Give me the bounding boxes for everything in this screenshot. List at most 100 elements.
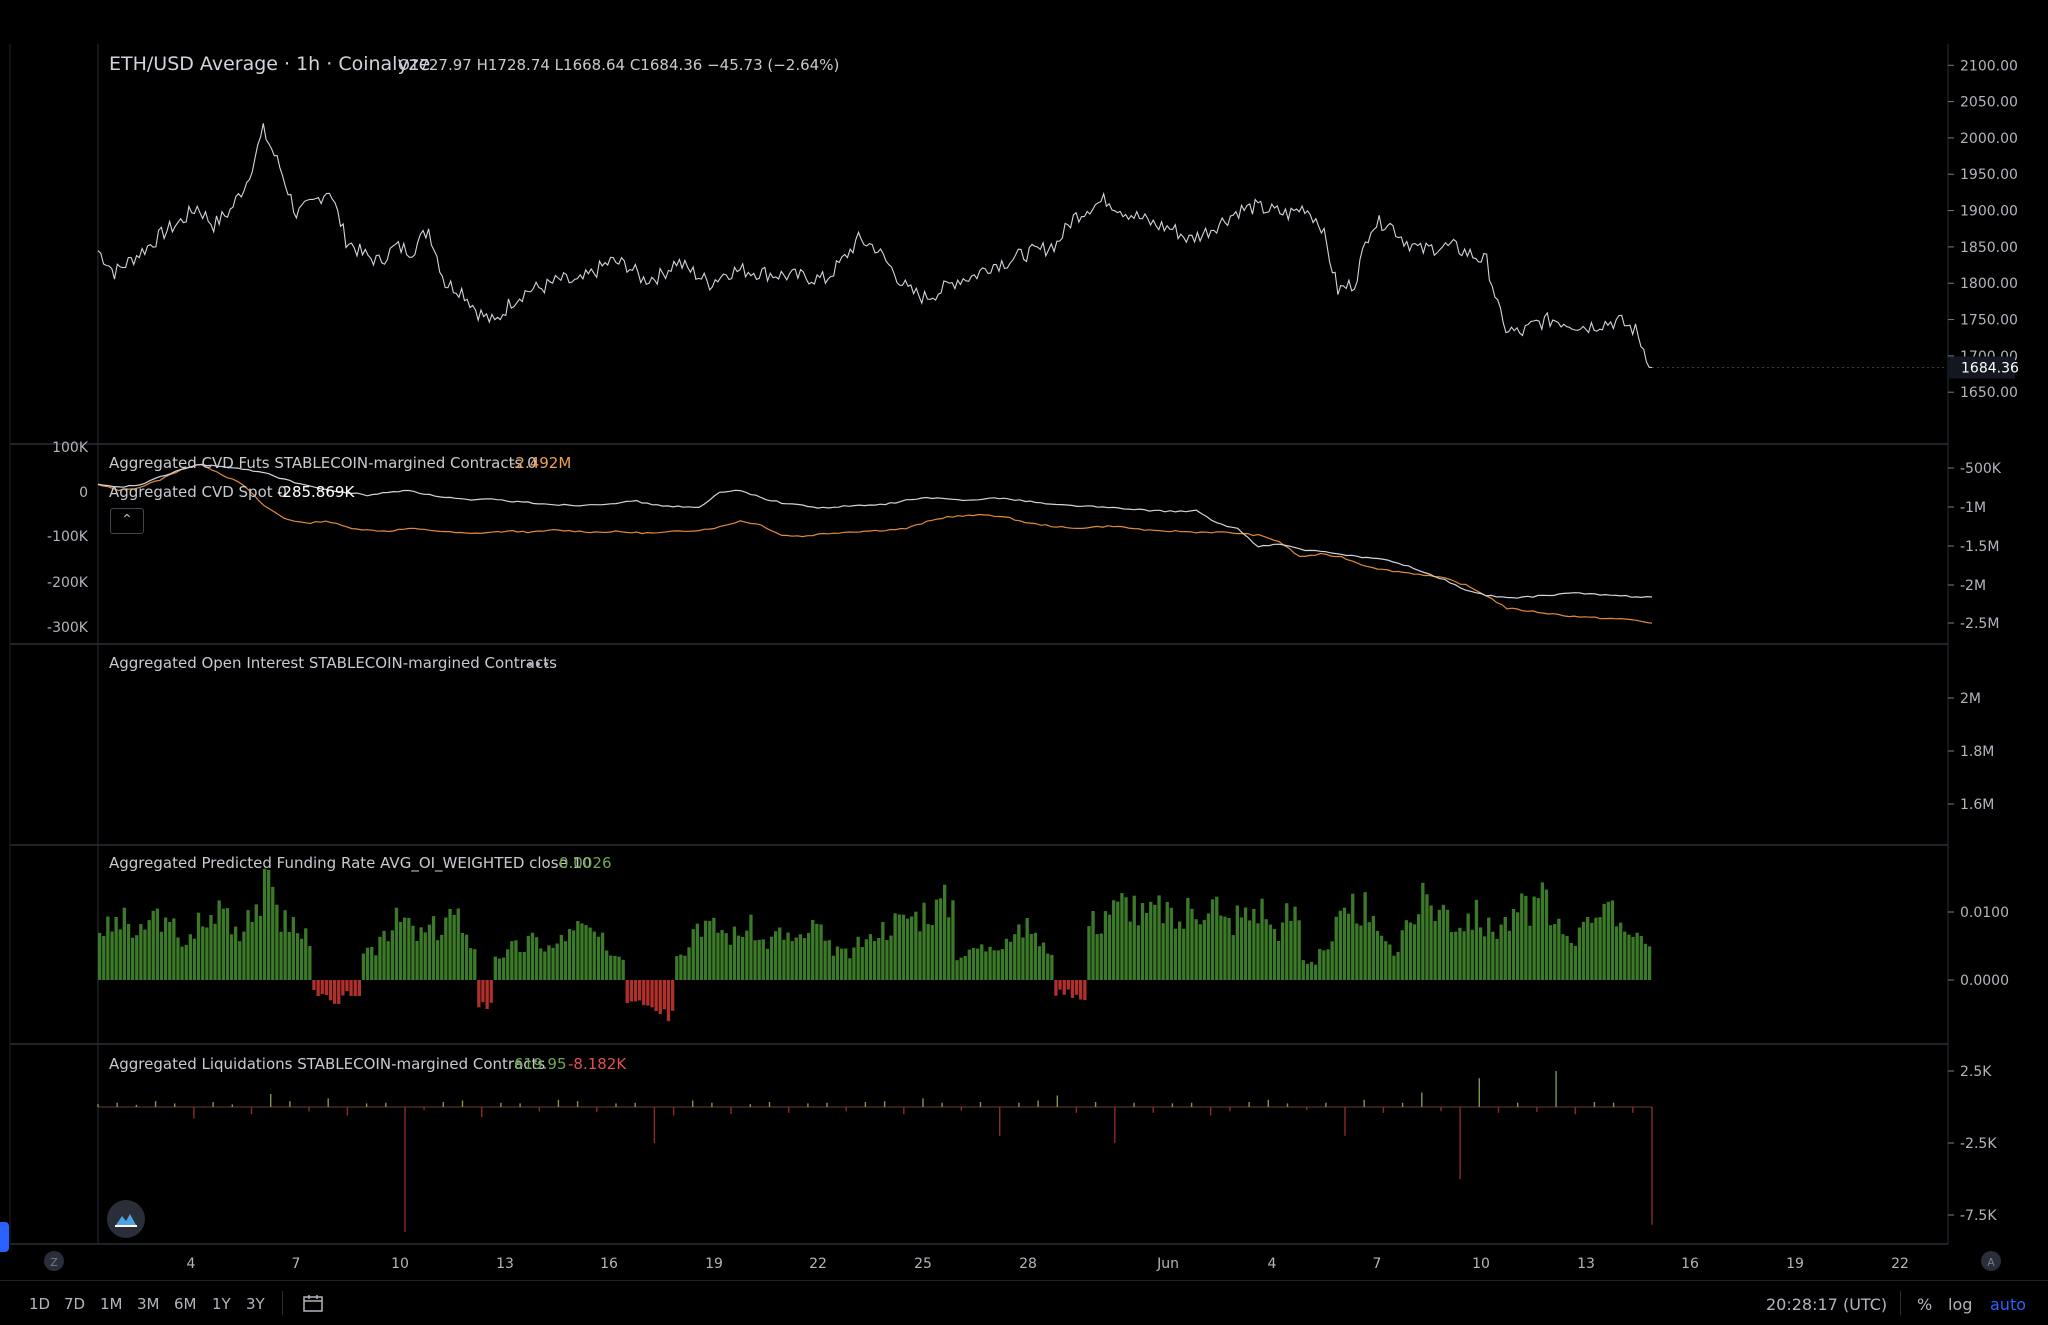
percent-toggle[interactable]: % [1917,1295,1933,1314]
price-y-axis: 1650.001700.001750.001800.001850.001900.… [1948,58,2018,401]
funding-bar [1326,949,1330,980]
coinalyze-logo-icon[interactable] [107,1200,145,1238]
funding-bar [1281,922,1285,980]
funding-bar [1297,920,1301,980]
timeframe-3y[interactable]: 3Y [246,1295,265,1313]
funding-bar [1557,918,1561,980]
timeframe-1d[interactable]: 1D [29,1295,51,1313]
funding-bar [613,955,617,980]
funding-bar [1116,901,1120,980]
funding-pane[interactable] [98,868,1652,1022]
funding-bar [180,946,184,980]
funding-bar [984,951,988,980]
funding-bar [176,937,180,980]
funding-bar [1301,960,1305,980]
funding-bar [510,941,514,980]
funding-bar [1058,980,1062,990]
funding-bar [1396,951,1400,980]
funding-bar [279,931,283,980]
funding-bar [1478,927,1483,980]
funding-bar [914,911,918,980]
a-button-label: A [1987,1256,1995,1269]
funding-bar [1004,938,1009,980]
funding-bar [1532,896,1536,980]
funding-bar [502,957,506,980]
time-tick-label: Jun [1156,1256,1179,1272]
timeframe-6m[interactable]: 6M [174,1295,197,1313]
liquidations-pane[interactable] [97,1071,1653,1232]
funding-bar [938,898,943,980]
funding-bar [1054,980,1058,996]
log-toggle[interactable]: log [1948,1295,1973,1314]
funding-bar [1215,896,1219,980]
timeframe-7d[interactable]: 7D [64,1295,86,1313]
funding-bar [1412,924,1417,980]
funding-bar [1074,980,1079,995]
funding-bar [1516,912,1520,980]
funding-bar [633,980,638,1002]
timeframe-1y[interactable]: 1Y [212,1295,231,1313]
funding-bar [1367,922,1371,980]
time-tick-label: 4 [1268,1256,1277,1272]
funding-bar [1487,917,1491,980]
a-button[interactable]: A [1981,1251,2001,1271]
funding-bar [819,924,823,980]
funding-bar [1190,908,1194,980]
cvd-pane[interactable] [97,463,1653,624]
funding-bar [840,948,844,980]
funding-bar [1132,895,1136,980]
funding-bar [526,935,530,980]
price-tick-label: 1800.00 [1960,276,2018,292]
funding-bar [572,930,576,980]
cvd-futs-line [97,464,1653,624]
z-button[interactable]: Z [44,1251,64,1271]
collapse-pane-button[interactable]: ⌃ [110,508,144,534]
funding-bar [1120,893,1124,980]
date-range-icon[interactable] [302,1293,324,1317]
funding-bar [794,937,798,980]
funding-bar [201,926,205,980]
funding-bar [337,980,341,1004]
funding-bar [328,980,333,1001]
chart-area[interactable]: 1650.001700.001750.001800.001850.001900.… [0,0,2048,1280]
funding-bar [749,914,753,980]
funding-bar [588,927,592,980]
funding-bar [798,934,802,980]
funding-bar [1355,923,1359,980]
funding-bar [411,925,415,980]
funding-bar [436,940,440,980]
funding-bar [275,904,279,980]
funding-bar [1371,915,1375,980]
auto-toggle[interactable]: auto [1990,1295,2027,1314]
funding-bar [258,915,263,980]
funding-bar [374,955,378,980]
funding-bar [229,934,234,980]
funding-bar [1268,924,1272,980]
funding-bar [1379,935,1384,980]
funding-bar [1528,925,1532,980]
timeframe-3m[interactable]: 3M [137,1295,160,1313]
price-pane[interactable] [97,123,1948,369]
bottom-toolbar: 1D 7D 1M 3M 6M 1Y 3Y 20:28:17 (UTC) % lo… [0,1280,2048,1325]
funding-bar [889,935,893,980]
utc-clock[interactable]: 20:28:17 (UTC) [1766,1295,1888,1314]
funding-bar [357,980,361,996]
toolbar-divider [282,1291,283,1315]
more-icon[interactable] [528,662,548,666]
funding-bar [250,921,254,980]
funding-bar [1573,945,1577,980]
left-panel-handle[interactable] [0,1222,9,1252]
funding-bar [543,951,547,980]
funding-bar [848,958,852,980]
funding-bar [390,930,394,980]
timeframe-1m[interactable]: 1M [100,1295,123,1313]
funding-bar [403,917,407,980]
price-tick-label: 1950.00 [1960,167,2018,183]
funding-bar [864,939,868,980]
funding-bar [1066,980,1070,990]
funding-bar [217,900,221,980]
funding-bar [885,940,889,980]
time-tick-label: 19 [1786,1256,1804,1272]
funding-bar [1581,921,1586,980]
price-legend-title: ETH/USD Average · 1h · Coinalyze [109,53,430,75]
